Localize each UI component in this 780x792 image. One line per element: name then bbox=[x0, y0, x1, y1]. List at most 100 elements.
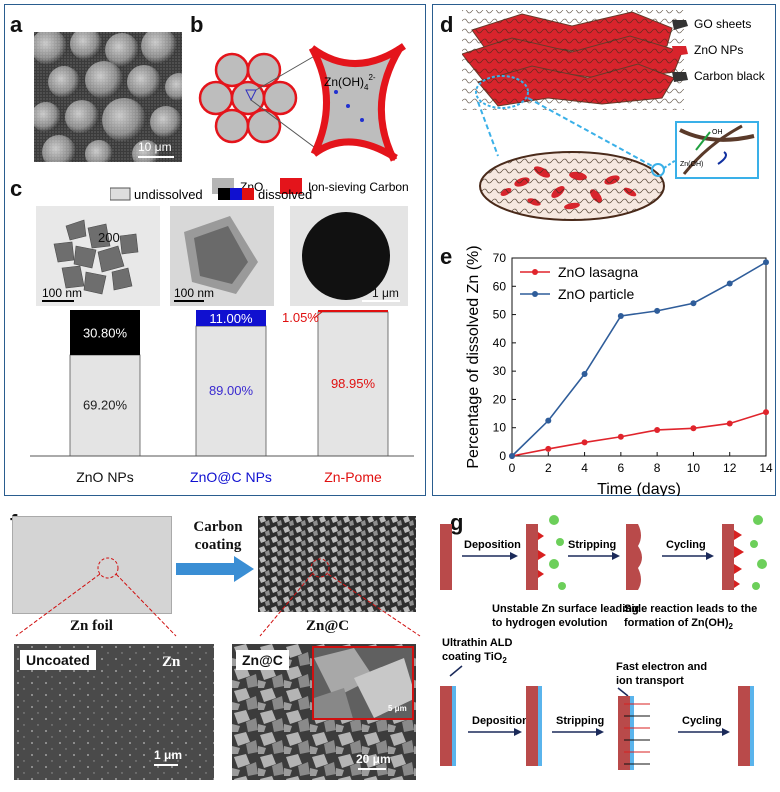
data-point bbox=[690, 300, 697, 307]
zoom-lines-left bbox=[15, 557, 177, 637]
zincate-label: Zn(OH) bbox=[680, 161, 703, 168]
data-point bbox=[545, 445, 552, 452]
go-sheets-label: GO sheets bbox=[694, 17, 751, 31]
microspheres-svg bbox=[34, 32, 182, 162]
tem-zno-nps-image: 200 100 nm bbox=[36, 206, 160, 306]
data-point bbox=[690, 425, 697, 432]
bar-dissolved bbox=[196, 310, 266, 327]
tem-zno-c-svg bbox=[184, 216, 258, 294]
legend-dissolved: dissolved bbox=[258, 187, 312, 202]
x-axis-label: Time (days) bbox=[597, 481, 681, 496]
y-tick-label: 10 bbox=[493, 421, 507, 435]
x-tick-label: 6 bbox=[618, 461, 625, 475]
panel-g-label: g bbox=[450, 510, 464, 535]
panel-de-frame bbox=[432, 4, 776, 496]
bar-category-label: Zn-Pome bbox=[324, 469, 382, 485]
plot-frame bbox=[511, 257, 767, 457]
data-point bbox=[617, 312, 624, 319]
panel-c-legend: undissolved dissolved bbox=[110, 187, 312, 202]
sem-microspheres-image: 10 μm bbox=[34, 32, 182, 162]
tem-zno-svg bbox=[53, 219, 139, 295]
caption-2-line-2: formation of Zn(OH)2 bbox=[624, 617, 733, 631]
series-line bbox=[511, 411, 767, 457]
dissolution-line-chart: 0 2 4 6 8 10 12 14 0 10 20 30 40 50 60 70 Time (days) Per… bbox=[465, 246, 773, 496]
znc-inset-texture bbox=[314, 648, 412, 718]
zn-label: Zn bbox=[162, 654, 181, 670]
zn-c-label: Zn@C bbox=[306, 618, 350, 634]
data-point bbox=[545, 417, 552, 424]
cycling-label: Cycling bbox=[666, 539, 706, 551]
panel-a-label: a bbox=[10, 12, 23, 37]
tio2-coating bbox=[452, 686, 456, 766]
zn-electrode bbox=[722, 524, 734, 590]
uncoated-label: Uncoated bbox=[20, 650, 96, 670]
y-tick-label: 20 bbox=[493, 392, 507, 406]
data-point bbox=[726, 280, 733, 287]
stripping-label-2: Stripping bbox=[556, 715, 604, 727]
coating-arrow-icon bbox=[176, 556, 254, 582]
scale-label: 1 μm bbox=[372, 286, 399, 300]
bar-dissolved-label: 1.05% bbox=[282, 310, 319, 325]
znc-inset-image: 5 μm bbox=[312, 646, 414, 720]
panel-e-label: e bbox=[440, 244, 453, 269]
zn-deposition-schematic: Deposition Stripping Cycling Unstable Zn… bbox=[440, 515, 767, 770]
deposition-label: Deposition bbox=[464, 539, 521, 551]
scale-label: 1 μm bbox=[154, 748, 183, 762]
bar-dissolved bbox=[70, 310, 140, 355]
x-tick-label: 4 bbox=[581, 461, 588, 475]
go-sheet-stack bbox=[462, 10, 684, 110]
data-point bbox=[726, 420, 733, 427]
data-point bbox=[763, 259, 769, 266]
zn-electrode-pitted bbox=[626, 524, 642, 590]
ald-line-2: coating TiO2 bbox=[442, 651, 507, 665]
znc-sem-image: Zn@C 5 μm 20 μm bbox=[232, 644, 416, 780]
data-point bbox=[581, 370, 588, 377]
caption-1-line-1: Unstable Zn surface leading bbox=[492, 603, 639, 615]
zn-electrode bbox=[526, 524, 538, 590]
x-tick-label: 8 bbox=[654, 461, 661, 475]
bar-undissolved bbox=[69, 354, 141, 457]
zn-electrode bbox=[526, 686, 538, 766]
tem-zn-pome-image: 1 μm bbox=[290, 206, 408, 306]
y-tick-label: 40 bbox=[493, 336, 507, 350]
carbon-coating-text-2: coating bbox=[194, 537, 242, 553]
bar-undissolved-label: 89.00% bbox=[209, 383, 254, 398]
bar-undissolved-label: 69.20% bbox=[83, 397, 128, 412]
scale-bar bbox=[138, 156, 174, 158]
tem-zno-c-image: 100 nm bbox=[170, 206, 274, 306]
bar-undissolved-label: 98.95% bbox=[331, 376, 376, 391]
scale-label: 100 nm bbox=[174, 286, 215, 300]
zincate-ion-label: Zn(OH)42- bbox=[324, 73, 376, 92]
cycling-label-2: Cycling bbox=[682, 715, 722, 727]
zn-c-surface-image bbox=[258, 516, 416, 612]
data-point bbox=[581, 439, 588, 446]
data-point bbox=[763, 409, 769, 416]
stripping-label: Stripping bbox=[568, 539, 616, 551]
ald-line-1: Ultrathin ALD bbox=[442, 637, 513, 649]
scale-bar bbox=[154, 764, 178, 766]
scale-label: 10 μm bbox=[138, 140, 172, 154]
uncoated-sem-image: Uncoated Zn 1 μm bbox=[14, 644, 214, 780]
scale-bar bbox=[358, 768, 386, 770]
series-line bbox=[511, 261, 767, 457]
legend-label: ZnO particle bbox=[558, 286, 634, 302]
bar-category-label: ZnO@C NPs bbox=[190, 469, 272, 485]
legend-marker bbox=[532, 291, 538, 297]
bar-dissolved bbox=[318, 310, 388, 312]
tio2-coating bbox=[538, 686, 542, 766]
legend-undissolved: undissolved bbox=[134, 187, 203, 202]
bar-category-label: ZnO NPs bbox=[76, 469, 134, 485]
fast-transport-line-1: Fast electron and bbox=[616, 661, 707, 673]
zn-foil-image bbox=[12, 516, 172, 614]
y-tick-label: 70 bbox=[493, 251, 507, 265]
x-tick-label: 10 bbox=[687, 461, 701, 475]
scale-label: 100 nm bbox=[42, 286, 83, 300]
carbon-coating-text-1: Carbon bbox=[193, 519, 243, 535]
data-point bbox=[509, 453, 515, 459]
data-point bbox=[654, 307, 661, 314]
panel-c-label: c bbox=[10, 176, 23, 201]
scale-bar bbox=[362, 300, 400, 302]
scale-label: 20 μm bbox=[356, 752, 391, 766]
zno-particle-cluster bbox=[198, 52, 298, 144]
legend-label: ZnO lasagna bbox=[558, 264, 638, 280]
